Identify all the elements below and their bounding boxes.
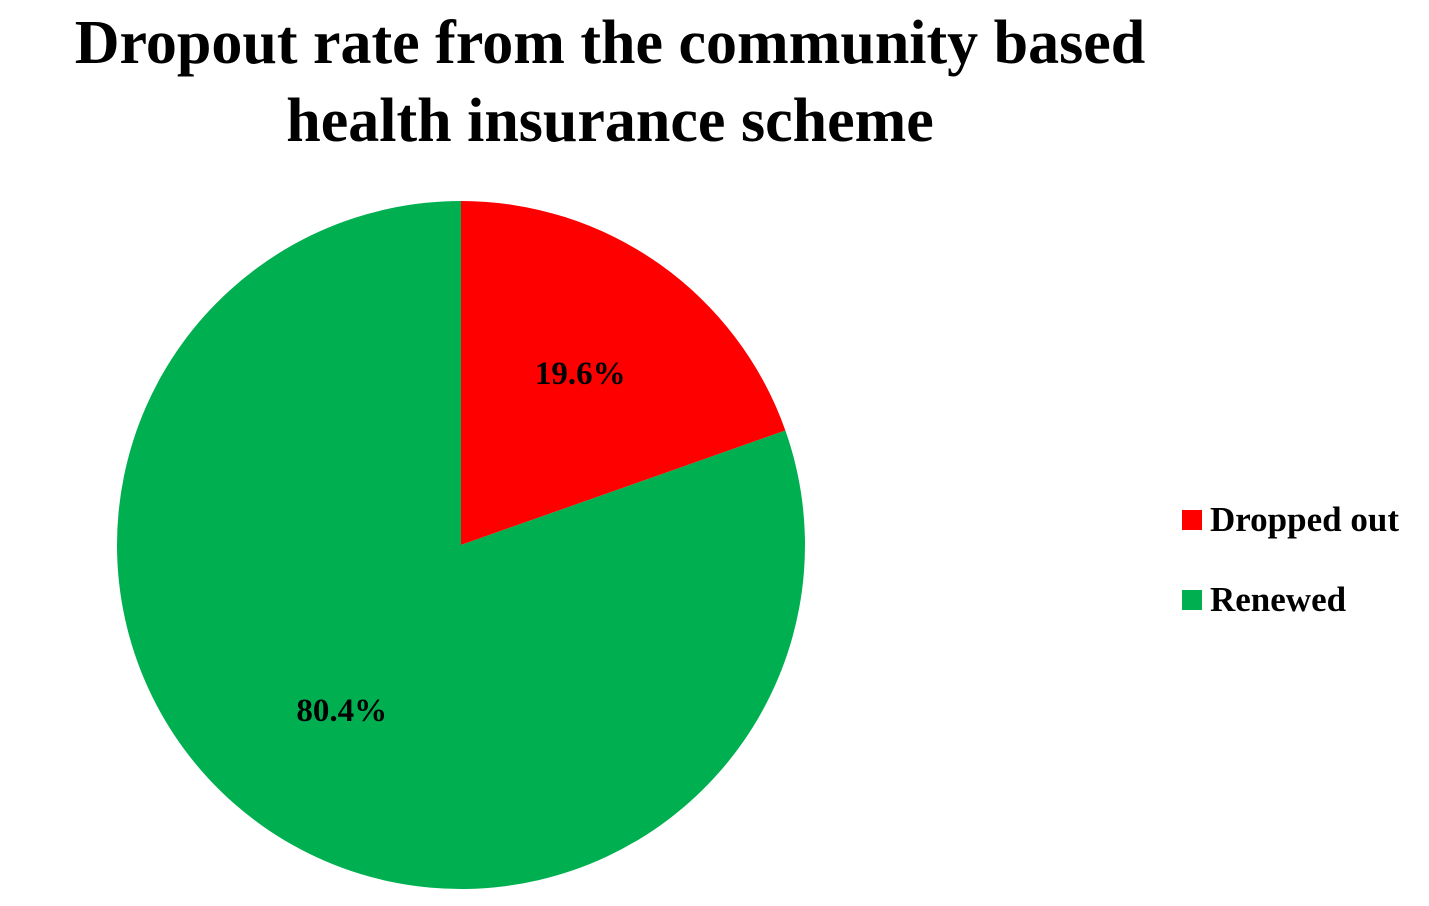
data-label-renewed: 80.4% [296, 693, 387, 729]
chart-title-line-2: health insurance scheme [286, 87, 934, 155]
legend-label-renewed: Renewed [1210, 580, 1347, 619]
legend-item-dropped-out: Dropped out [1182, 500, 1399, 540]
legend-swatch-renewed [1182, 590, 1202, 610]
chart-title-line-1: Dropout rate from the community based [74, 9, 1146, 77]
legend: Dropped out Renewed [1182, 500, 1399, 660]
legend-item-renewed: Renewed [1182, 580, 1399, 620]
pie-data-labels: 19.6% 80.4% [296, 356, 625, 729]
data-label-dropped-out: 19.6% [535, 356, 626, 392]
legend-swatch-dropped-out [1182, 510, 1202, 530]
legend-label-dropped-out: Dropped out [1210, 500, 1399, 539]
pie-slice-renewed [116, 201, 805, 890]
pie-slice-dropped-out [461, 201, 786, 545]
chart-title: Dropout rate from the community based he… [0, 4, 1220, 160]
pie-slices [116, 201, 805, 890]
